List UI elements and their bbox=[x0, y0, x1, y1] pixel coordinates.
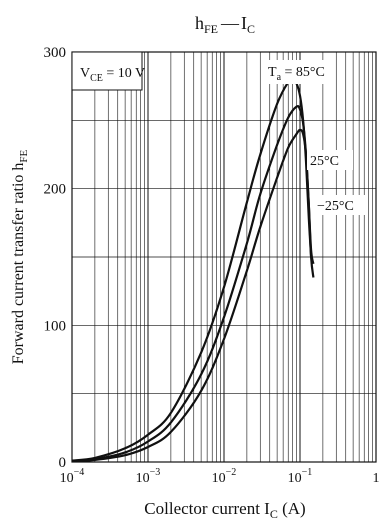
series-labels: Ta = 85°C 25°C −25°C bbox=[264, 60, 368, 215]
y-tick-label: 200 bbox=[44, 182, 67, 198]
series-line-2 bbox=[71, 128, 315, 463]
y-tick-label: 0 bbox=[59, 455, 67, 471]
condition-label: VCE = 10 V bbox=[80, 66, 145, 84]
y-tick-label: 100 bbox=[44, 318, 67, 334]
series-label-85c: Ta = 85°C bbox=[268, 65, 325, 83]
grid bbox=[71, 52, 376, 462]
x-tick-label: 10−3 bbox=[136, 467, 161, 486]
x-tick-label: 10−1 bbox=[288, 467, 313, 486]
series-line-0 bbox=[71, 77, 313, 462]
y-tick-label: 300 bbox=[44, 45, 67, 61]
series-label-minus25c: −25°C bbox=[317, 199, 354, 214]
y-tick-labels: 0 100 200 300 bbox=[44, 45, 67, 471]
x-tick-label: 10−4 bbox=[60, 467, 85, 486]
series bbox=[71, 77, 315, 463]
x-tick-label: 1 bbox=[373, 471, 380, 486]
plot-frame bbox=[71, 51, 377, 463]
x-axis-title: Collector current IC (A) bbox=[144, 499, 305, 521]
x-tick-label: 10−2 bbox=[212, 467, 237, 486]
chart-title: hFE — IC bbox=[195, 13, 255, 36]
x-tick-labels: 10−4 10−3 10−2 10−1 1 bbox=[60, 467, 380, 486]
series-label-25c: 25°C bbox=[310, 154, 339, 169]
condition-box: VCE = 10 V bbox=[71, 51, 145, 91]
y-axis-title: Forward current transfer ratio hFE bbox=[10, 149, 30, 364]
